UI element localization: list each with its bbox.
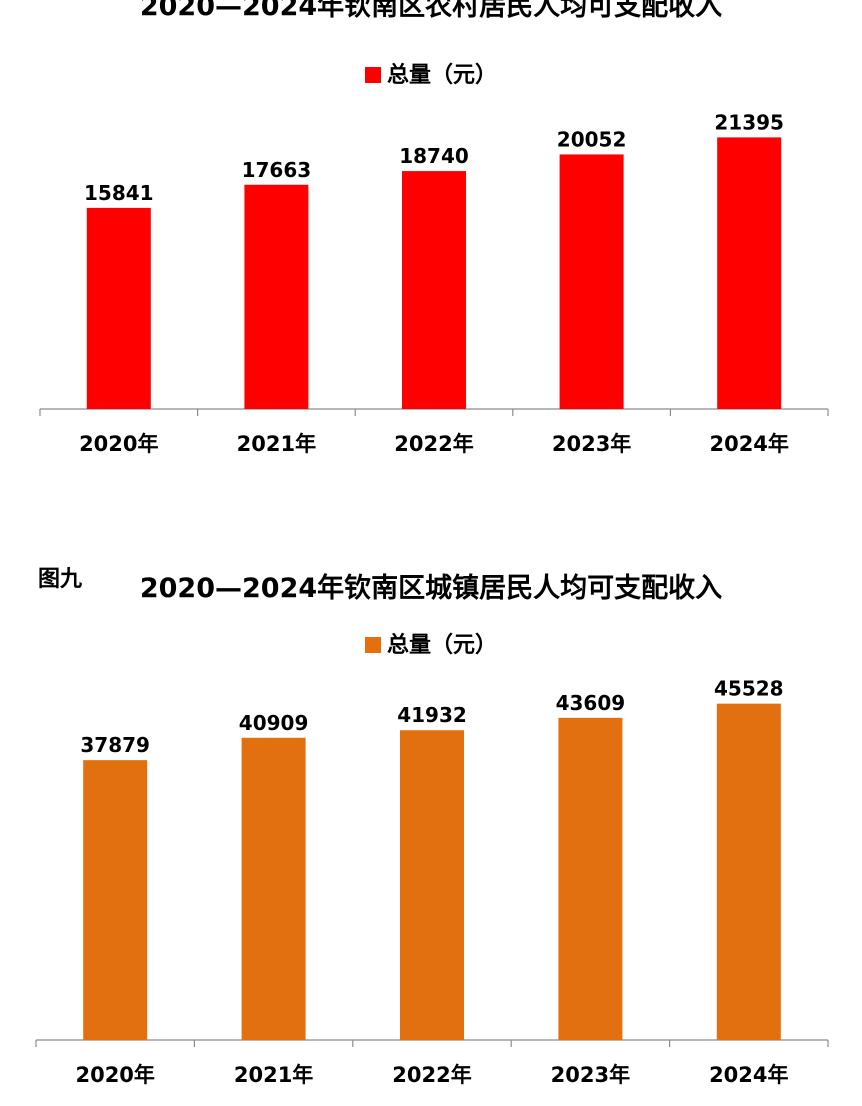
category-label: 2024年	[709, 432, 788, 456]
data-label: 37879	[80, 733, 150, 757]
bar	[241, 737, 306, 1040]
chart-title: 2020—2024年钦南区城镇居民人均可支配收入	[139, 573, 723, 604]
category-label: 2022年	[392, 1063, 471, 1087]
category-label: 2023年	[551, 1063, 630, 1087]
legend-label: 总量（元）	[386, 633, 497, 658]
data-label: 20052	[557, 127, 627, 151]
data-label: 18740	[399, 144, 469, 168]
data-label: 17663	[242, 158, 312, 182]
legend-swatch	[364, 637, 381, 653]
bar	[402, 171, 466, 409]
category-label: 2022年	[394, 432, 473, 456]
chart-title: 2020—2024年钦南区农村居民人均可支配收入	[139, 0, 723, 22]
rural-income-plot: 15841 2020年 17663 2021年 18740 2022年 20052 2023年…	[39, 110, 829, 456]
data-label: 45528	[714, 677, 784, 701]
category-label: 2024年	[709, 1063, 788, 1087]
bar	[244, 184, 309, 409]
legend-label: 总量（元）	[386, 63, 497, 88]
category-label: 2020年	[75, 1063, 154, 1087]
data-label: 41932	[397, 703, 467, 727]
bar	[400, 730, 464, 1040]
bar	[83, 760, 148, 1040]
figure-label: 图九	[38, 567, 83, 592]
bar	[716, 703, 781, 1040]
data-label: 43609	[556, 691, 626, 715]
category-label: 2020年	[79, 432, 158, 456]
legend-swatch	[364, 67, 381, 83]
category-label: 2021年	[234, 1063, 313, 1087]
bar	[559, 154, 624, 409]
category-label: 2023年	[552, 432, 631, 456]
data-label: 15841	[84, 181, 154, 205]
data-label: 21395	[714, 110, 784, 134]
bar	[717, 137, 782, 409]
data-label: 40909	[239, 711, 309, 735]
category-label: 2021年	[237, 432, 316, 456]
rural-income-chart: 2020—2024年钦南区农村居民人均可支配收入 总量（元） 15841 2020…	[0, 0, 862, 470]
bar	[86, 207, 151, 409]
bar	[558, 717, 623, 1040]
chart-legend: 总量（元）	[0, 627, 862, 659]
chart-legend: 总量（元）	[0, 57, 862, 89]
